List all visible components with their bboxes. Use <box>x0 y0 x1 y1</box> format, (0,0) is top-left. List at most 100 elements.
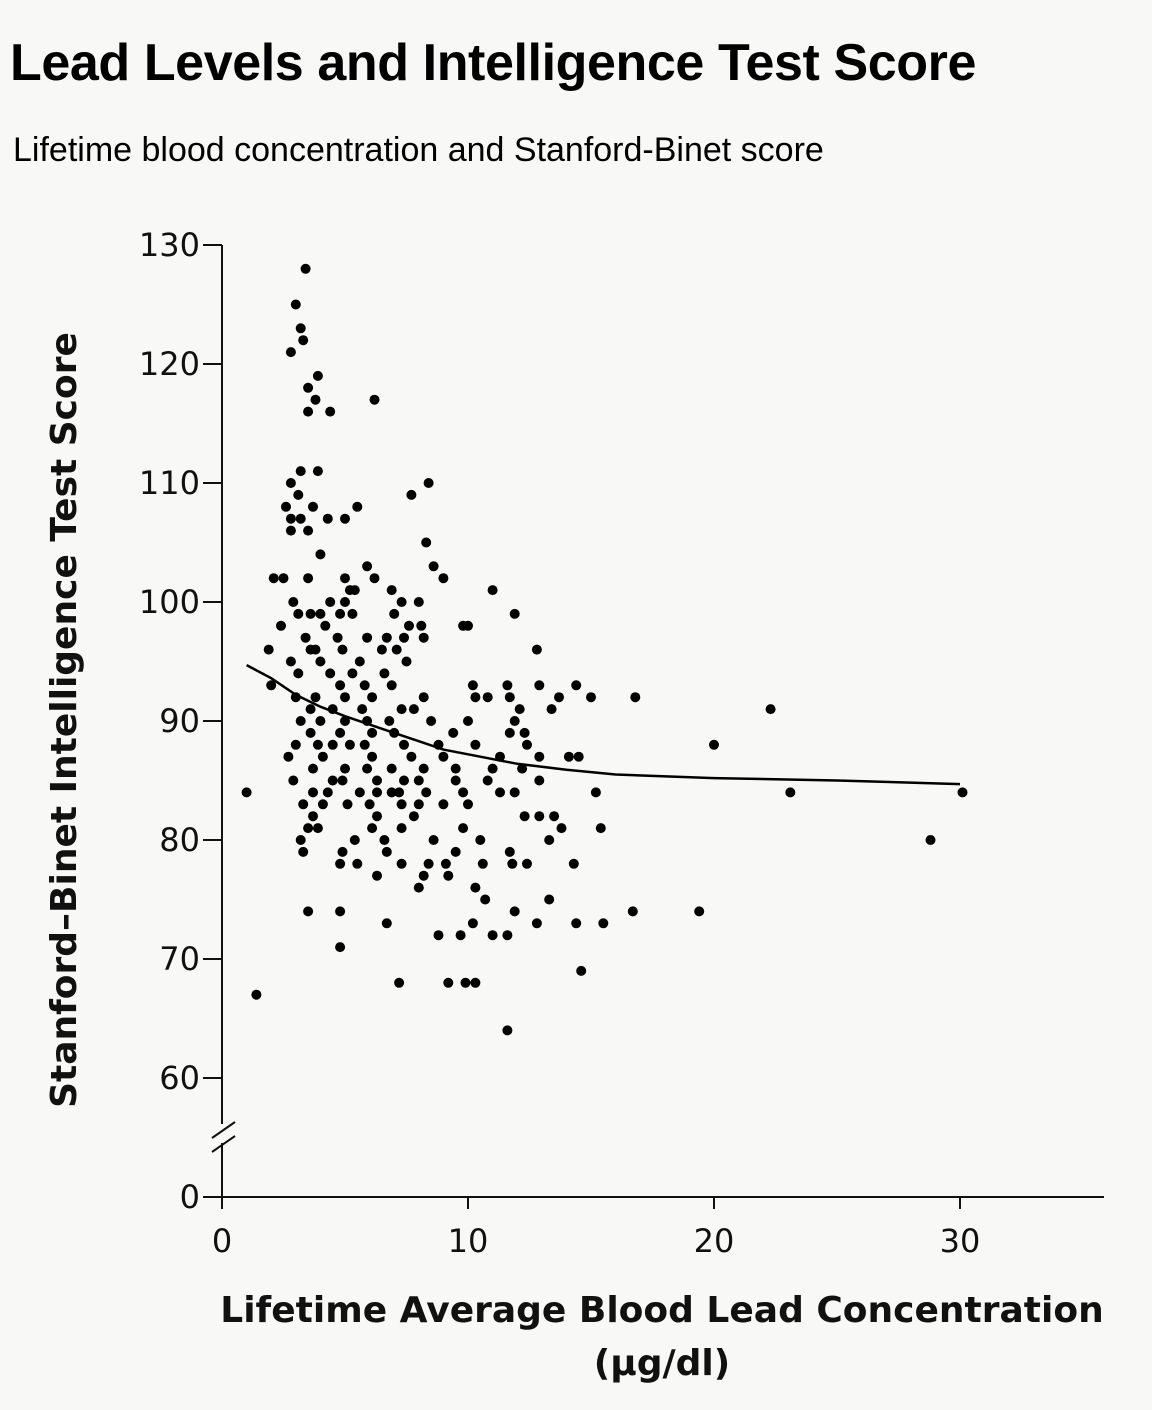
data-point <box>428 561 439 572</box>
y-tick-label: 90 <box>159 702 200 740</box>
data-point <box>467 918 478 929</box>
data-point <box>344 739 355 750</box>
data-point <box>502 680 513 691</box>
data-point <box>694 906 705 917</box>
data-point <box>367 692 378 703</box>
data-point <box>293 489 304 500</box>
data-point <box>308 811 318 822</box>
data-point <box>295 716 306 726</box>
data-point <box>372 787 382 798</box>
data-point <box>281 501 291 512</box>
data-point <box>263 644 274 655</box>
data-point <box>421 787 432 798</box>
data-point <box>421 537 432 548</box>
data-point <box>308 763 318 774</box>
data-point <box>305 704 316 715</box>
data-point <box>285 478 296 488</box>
data-point <box>359 739 370 750</box>
data-point <box>288 775 299 786</box>
data-point <box>554 692 564 703</box>
data-point <box>349 835 360 845</box>
y-tick-label: 0 <box>180 1178 200 1216</box>
data-point <box>386 680 397 691</box>
data-point <box>438 573 449 584</box>
data-point <box>571 918 582 929</box>
data-point <box>595 823 606 834</box>
data-point <box>389 608 400 619</box>
data-point <box>325 668 336 679</box>
data-point <box>308 501 318 512</box>
data-point <box>440 858 451 869</box>
trend-line <box>246 663 961 786</box>
data-point <box>418 692 429 703</box>
data-point <box>413 799 424 810</box>
data-point <box>544 835 555 845</box>
data-point <box>288 597 299 607</box>
data-point <box>408 811 419 822</box>
data-point <box>406 489 417 500</box>
data-point <box>448 727 459 738</box>
data-point <box>305 608 316 619</box>
data-point <box>487 930 498 941</box>
data-point <box>241 787 252 798</box>
data-point <box>384 716 395 726</box>
data-point <box>598 918 609 929</box>
data-point <box>509 787 520 798</box>
data-point <box>312 739 323 750</box>
data-point <box>423 858 434 869</box>
data-point <box>298 799 309 810</box>
data-point <box>295 513 306 524</box>
data-point <box>268 573 279 584</box>
data-point <box>293 608 304 619</box>
data-point <box>320 620 331 631</box>
data-point <box>290 692 301 703</box>
data-point <box>482 692 493 703</box>
data-point <box>340 597 350 607</box>
data-point <box>362 632 373 643</box>
data-point <box>285 347 296 358</box>
data-point <box>394 787 405 798</box>
data-point <box>322 787 333 798</box>
data-point <box>266 680 277 691</box>
data-point <box>369 394 380 405</box>
data-point <box>386 787 397 798</box>
data-point <box>379 835 390 845</box>
data-point <box>544 894 555 905</box>
data-point <box>504 692 515 703</box>
data-point <box>379 668 390 679</box>
data-point <box>372 811 382 822</box>
data-point <box>467 680 478 691</box>
data-point <box>295 466 306 477</box>
data-point <box>367 727 378 738</box>
data-point <box>470 739 481 750</box>
data-point <box>349 585 360 596</box>
data-point <box>470 977 481 988</box>
data-point <box>293 668 304 679</box>
trend-line-group <box>246 663 961 786</box>
data-point <box>418 870 429 881</box>
data-point <box>381 632 392 643</box>
x-tick-label: 0 <box>212 1222 232 1260</box>
data-point <box>396 704 407 715</box>
data-point <box>352 501 363 512</box>
data-point <box>925 835 936 845</box>
data-point <box>514 704 525 715</box>
axes <box>211 245 1104 1198</box>
data-point <box>354 787 365 798</box>
data-point <box>310 644 321 655</box>
data-point <box>317 751 328 762</box>
data-point <box>534 751 545 762</box>
data-point <box>340 692 350 703</box>
data-point <box>586 692 596 703</box>
data-point <box>531 918 542 929</box>
data-point <box>303 906 314 917</box>
data-point <box>443 870 454 881</box>
data-point <box>957 787 968 798</box>
data-point <box>298 335 309 346</box>
data-point <box>303 406 314 417</box>
data-point <box>396 799 407 810</box>
data-point <box>450 846 461 857</box>
data-point <box>295 835 306 845</box>
data-point <box>502 930 513 941</box>
